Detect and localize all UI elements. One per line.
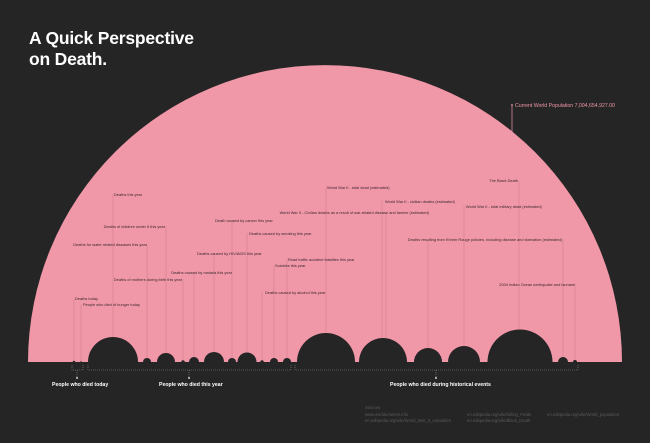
label-children-under5: Deaths of children under 5 this year — [104, 224, 166, 229]
label-khmer-rouge: Deaths resulting from Khmer Rouge polici… — [408, 237, 563, 242]
label-alcohol: Deaths caused by alcohol this year — [265, 290, 326, 295]
page-title: A Quick Perspective on Death. — [29, 28, 194, 70]
source-link[interactable]: en.wikipedia.org/wiki/Killing_Fields — [467, 412, 531, 417]
label-deaths-today: Deaths today — [75, 296, 98, 301]
world-population-semicircle — [28, 65, 622, 362]
label-ww2-military: World War II - total military dead (esti… — [466, 204, 543, 209]
leader-lines — [73, 181, 576, 362]
label-hunger-today: People who died of hunger today — [83, 302, 140, 307]
label-water-related: Deaths for water related diseases this y… — [73, 242, 147, 247]
source-link[interactable]: en.wikipedia.org/wiki/Black_Death — [467, 418, 531, 423]
label-ww2-civilian-disease: World War II - Civilian deaths as a resu… — [280, 210, 430, 215]
group-label-this-year: People who died this year — [159, 382, 223, 388]
base-ground — [0, 362, 650, 443]
group-label-today: People who died today — [52, 382, 108, 388]
label-ww2-civilian: World War II - civilian deaths (estimate… — [385, 199, 456, 204]
label-road-traffic: Road traffic accident fatalities this ye… — [288, 257, 355, 262]
label-mothers-birth: Deaths of mothers during birth this year — [114, 277, 183, 282]
source-link[interactable]: www.worldometers.info — [365, 412, 409, 417]
label-malaria: Deaths caused by malaria this year — [171, 270, 232, 275]
bracket-today — [71, 365, 84, 371]
label-suicides: Suicides this year — [275, 263, 306, 268]
label-smoking: Deaths caused by smoking this year — [249, 231, 312, 236]
label-cancer: Death caused by cancer this year — [215, 218, 273, 223]
source-link[interactable]: en.wikipedia.org/wiki/World_population — [547, 412, 620, 417]
label-tsunami-2004: 2004 Indian Ocean earthquake and tsunami — [499, 282, 575, 287]
sources-heading: Sources — [365, 405, 380, 410]
label-ww2-total: World War II - total dead (estimated) — [327, 185, 390, 190]
bracket-this-year — [87, 365, 292, 371]
group-brackets — [71, 365, 579, 377]
group-label-historical: People who died during historical events — [390, 382, 491, 388]
population-marker-dot — [511, 104, 513, 106]
label-world-population: Current World Population 7,004,654,927.0… — [515, 103, 615, 109]
label-deaths-this-year: Deaths this year — [114, 192, 143, 197]
bracket-historical — [294, 365, 579, 371]
title-line-2: on Death. — [29, 49, 107, 69]
source-link[interactable]: en.wikipedia.org/wiki/World_War_II_casua… — [365, 418, 451, 423]
title-line-1: A Quick Perspective — [29, 28, 194, 48]
sources: Sources www.worldometers.info en.wikiped… — [365, 405, 620, 423]
label-black-death: The Black Death — [489, 178, 518, 183]
label-hiv-aids: Deaths caused by HIV/AIDS this year — [197, 251, 262, 256]
